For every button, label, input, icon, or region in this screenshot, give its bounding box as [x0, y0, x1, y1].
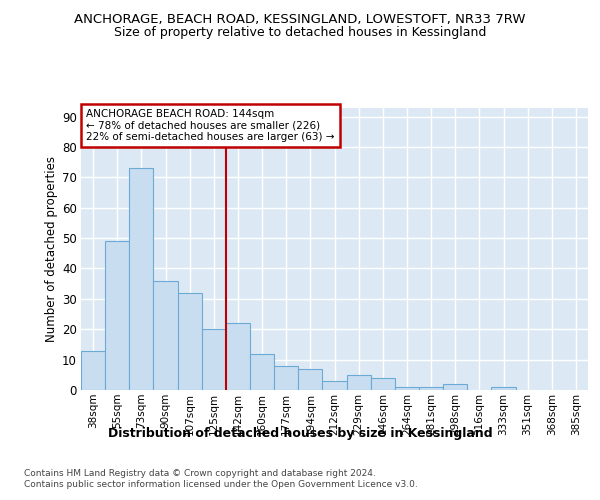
Bar [419, 387, 443, 390]
Text: ANCHORAGE, BEACH ROAD, KESSINGLAND, LOWESTOFT, NR33 7RW: ANCHORAGE, BEACH ROAD, KESSINGLAND, LOWE… [74, 12, 526, 26]
Bar [322, 381, 347, 390]
Bar [226, 323, 250, 390]
Bar [443, 384, 467, 390]
Bar [274, 366, 298, 390]
Bar [491, 387, 515, 390]
Bar [178, 293, 202, 390]
Text: Contains HM Land Registry data © Crown copyright and database right 2024.: Contains HM Land Registry data © Crown c… [24, 469, 376, 478]
Text: ANCHORAGE BEACH ROAD: 144sqm
← 78% of detached houses are smaller (226)
22% of s: ANCHORAGE BEACH ROAD: 144sqm ← 78% of de… [86, 109, 335, 142]
Bar [129, 168, 154, 390]
Y-axis label: Number of detached properties: Number of detached properties [45, 156, 58, 342]
Text: Size of property relative to detached houses in Kessingland: Size of property relative to detached ho… [114, 26, 486, 39]
Text: Contains public sector information licensed under the Open Government Licence v3: Contains public sector information licen… [24, 480, 418, 489]
Bar [202, 329, 226, 390]
Text: Distribution of detached houses by size in Kessingland: Distribution of detached houses by size … [107, 428, 493, 440]
Bar [250, 354, 274, 390]
Bar [395, 387, 419, 390]
Bar [154, 280, 178, 390]
Bar [298, 368, 322, 390]
Bar [371, 378, 395, 390]
Bar [105, 241, 129, 390]
Bar [347, 375, 371, 390]
Bar [81, 350, 105, 390]
